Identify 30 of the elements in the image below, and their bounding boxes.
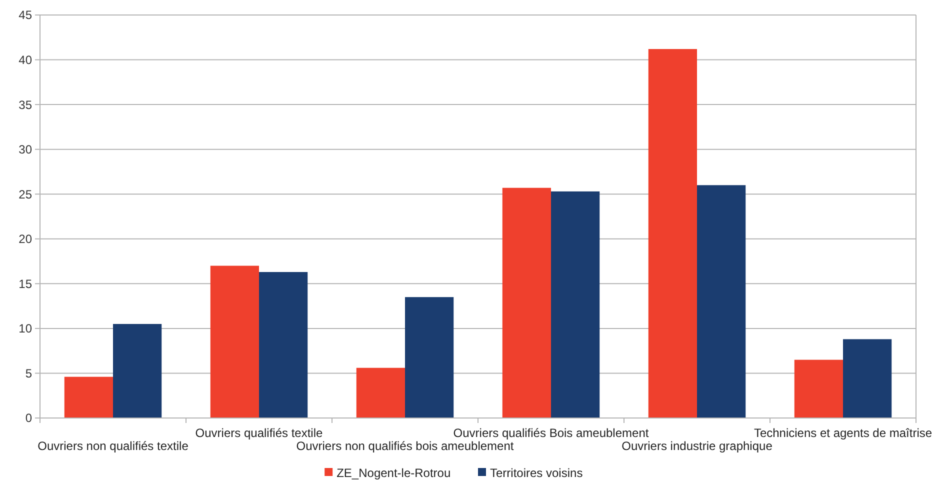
x-tick-label: Techniciens et agents de maîtrise [754, 426, 932, 440]
x-tick-label: Ouvriers non qualifiés textile [38, 439, 189, 453]
bar [551, 191, 600, 418]
bar [210, 266, 259, 418]
y-tick-label: 25 [18, 187, 32, 202]
legend-label: ZE_Nogent-le-Rotrou [336, 466, 451, 480]
bar [259, 272, 308, 418]
x-tick-label: Ouvriers qualifiés Bois ameublement [453, 426, 650, 440]
y-tick-label: 15 [18, 276, 32, 291]
y-tick-label: 5 [25, 366, 32, 380]
bar [113, 324, 162, 418]
bar [843, 339, 892, 418]
y-tick-label: 45 [18, 8, 32, 22]
bar [794, 360, 843, 418]
y-tick-label: 10 [18, 322, 32, 336]
bar [405, 297, 454, 418]
bar [356, 368, 405, 418]
x-tick-label: Ouvriers qualifiés textile [195, 426, 324, 440]
y-tick-label: 35 [18, 98, 32, 112]
y-tick-label: 40 [18, 52, 32, 67]
y-tick-label: 0 [25, 411, 32, 426]
bar [502, 188, 551, 418]
bar [697, 185, 746, 418]
bar [648, 49, 697, 418]
x-tick-label: Ouvriers non qualifiés bois ameublement [296, 439, 514, 453]
x-tick-label: Ouvriers industrie graphique [622, 439, 773, 453]
y-tick-label: 30 [18, 142, 32, 157]
bar [64, 376, 113, 418]
y-tick-label: 20 [18, 232, 32, 246]
legend-label: Territoires voisins [490, 466, 583, 480]
